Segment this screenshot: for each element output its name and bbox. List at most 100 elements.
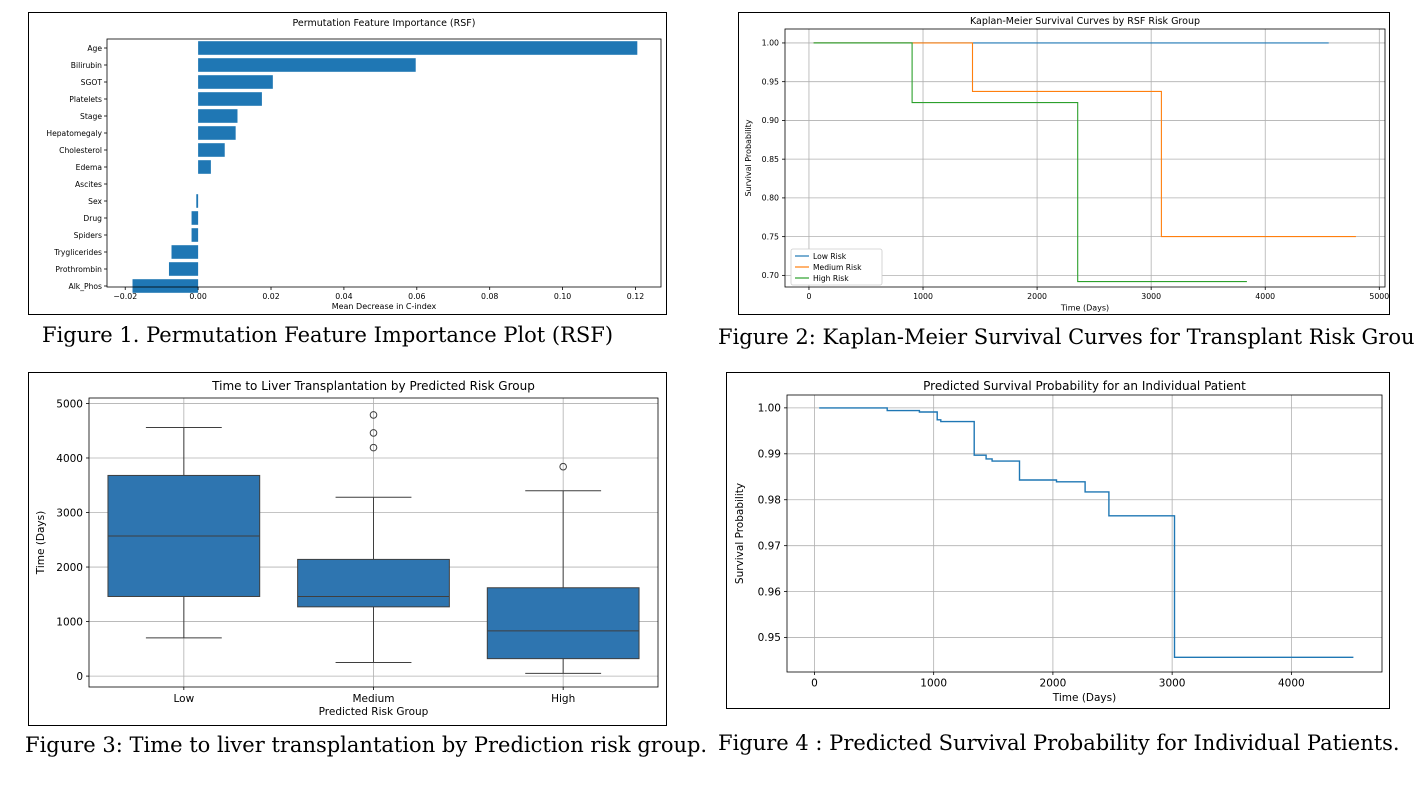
chart-title: Kaplan-Meier Survival Curves by RSF Risk… <box>970 16 1200 27</box>
x-tick-label: 0.08 <box>481 292 498 301</box>
series-line-0 <box>819 407 1354 658</box>
x-axis-label: Predicted Risk Group <box>319 706 429 718</box>
legend-label: Medium Risk <box>813 263 862 272</box>
bar <box>198 109 238 123</box>
x-tick-label: 2000 <box>1040 678 1067 690</box>
x-tick-label: 0.02 <box>262 292 279 301</box>
legend-box <box>790 248 883 286</box>
y-tick-label: 0.70 <box>762 271 779 280</box>
km-survival-chart: Kaplan-Meier Survival Curves by RSF Risk… <box>744 16 1389 313</box>
figure2-panel: Kaplan-Meier Survival Curves by RSF Risk… <box>738 12 1390 315</box>
x-tick-label: −0.02 <box>113 292 137 301</box>
chart-title: Predicted Survival Probability for an In… <box>923 379 1246 393</box>
y-tick-label: Drug <box>83 214 102 223</box>
box <box>297 558 450 608</box>
y-tick-label: 2000 <box>56 562 83 574</box>
bar <box>171 245 199 259</box>
y-tick-label: Alk_Phos <box>69 282 103 291</box>
x-tick-label: 1000 <box>913 292 933 301</box>
outlier-point <box>369 411 378 419</box>
figure1-panel: Permutation Feature Importance (RSF) Age B… <box>28 12 667 315</box>
y-tick-label: 0.75 <box>762 232 779 241</box>
y-tick-label: 0.99 <box>758 448 781 460</box>
x-tick-label: 2000 <box>1027 292 1047 301</box>
bar <box>198 75 273 89</box>
x-axis-label: Time (Days) <box>1060 304 1109 313</box>
outlier-point <box>369 429 378 437</box>
series-line-2 <box>813 42 1247 283</box>
plot-frame <box>786 394 1383 673</box>
y-tick-label: 0.95 <box>758 632 781 644</box>
y-tick-label: 1.00 <box>762 39 779 48</box>
bar <box>132 279 199 293</box>
x-tick-label: 3000 <box>1159 678 1186 690</box>
y-tick-label: 0.96 <box>758 586 782 598</box>
outlier-point <box>559 462 567 471</box>
feature-importance-chart: Permutation Feature Importance (RSF) Age B… <box>46 18 662 311</box>
legend-label: High Risk <box>813 274 849 283</box>
x-tick-label: 4000 <box>1255 292 1275 301</box>
individual-survival-chart: Predicted Survival Probability for an In… <box>734 379 1383 704</box>
y-tick-label: Age <box>87 44 102 53</box>
y-tick-label: 1000 <box>56 617 83 629</box>
y-tick-label: Spiders <box>74 231 102 240</box>
figure2-caption: Figure 2: Kaplan-Meier Survival Curves f… <box>718 325 1415 349</box>
series-line-1 <box>813 42 1356 238</box>
outlier-point <box>369 443 378 452</box>
y-tick-label: Cholesterol <box>59 146 102 155</box>
x-tick-label: Low <box>173 693 194 705</box>
bar <box>198 41 638 55</box>
x-tick-label: 3000 <box>1141 292 1161 301</box>
x-tick-label: 1000 <box>920 678 947 690</box>
x-axis-label: Time (Days) <box>1052 692 1116 704</box>
y-tick-label: Hepatomegaly <box>46 129 102 138</box>
x-tick-label: 0.10 <box>554 292 571 301</box>
bar <box>196 194 199 208</box>
x-tick-label: 4000 <box>1278 678 1305 690</box>
y-axis-label: Survival Probability <box>734 483 746 584</box>
x-tick-label: 0.00 <box>189 292 206 301</box>
y-tick-label: Tryglicerides <box>53 248 102 257</box>
y-tick-label: Stage <box>80 112 102 121</box>
y-axis-label: Time (Days) <box>35 511 47 575</box>
plot-frame <box>784 28 1386 288</box>
y-tick-label: 0.80 <box>762 194 779 203</box>
y-tick-label: 0.90 <box>762 116 779 125</box>
bar <box>198 143 225 157</box>
x-tick-label: 0.06 <box>408 292 425 301</box>
y-tick-label: Platelets <box>69 95 102 104</box>
y-tick-label: Sex <box>88 197 102 206</box>
y-tick-label: 0.85 <box>762 155 779 164</box>
x-axis-label: Mean Decrease in C-index <box>332 302 437 311</box>
y-tick-label: 0.97 <box>758 540 781 552</box>
bar <box>198 58 416 72</box>
y-tick-label: 3000 <box>56 508 83 520</box>
chart-title: Time to Liver Transplantation by Predict… <box>211 379 535 393</box>
figure1-caption: Figure 1. Permutation Feature Importance… <box>42 323 614 347</box>
y-tick-label: 0 <box>76 671 83 683</box>
y-tick-label: 0.95 <box>762 77 779 86</box>
y-tick-label: 4000 <box>56 453 83 465</box>
bar <box>198 160 211 174</box>
bar <box>198 126 236 140</box>
x-tick-label: Medium <box>353 693 395 705</box>
y-tick-label: Ascites <box>75 180 102 189</box>
bar <box>191 228 199 242</box>
chart-title: Permutation Feature Importance (RSF) <box>293 18 476 29</box>
x-tick-label: 0.04 <box>335 292 352 301</box>
y-tick-label: SGOT <box>81 78 103 87</box>
bar <box>191 211 199 225</box>
x-tick-label: 0 <box>811 678 818 690</box>
figure4-panel: Predicted Survival Probability for an In… <box>726 372 1390 709</box>
x-tick-label: 5000 <box>1369 292 1389 301</box>
y-tick-label: 5000 <box>56 398 83 410</box>
figure3-caption: Figure 3: Time to liver transplantation … <box>25 733 708 757</box>
y-tick-label: Bilirubin <box>71 61 102 70</box>
transplant-time-boxplot: Time to Liver Transplantation by Predict… <box>35 379 659 718</box>
legend-label: Low Risk <box>813 252 847 261</box>
y-tick-label: Edema <box>76 163 102 172</box>
figure4-caption: Figure 4 : Predicted Survival Probabilit… <box>718 731 1400 755</box>
x-tick-label: 0.12 <box>627 292 644 301</box>
y-tick-label: Prothrombin <box>55 265 102 274</box>
x-tick-label: 0 <box>806 292 811 301</box>
